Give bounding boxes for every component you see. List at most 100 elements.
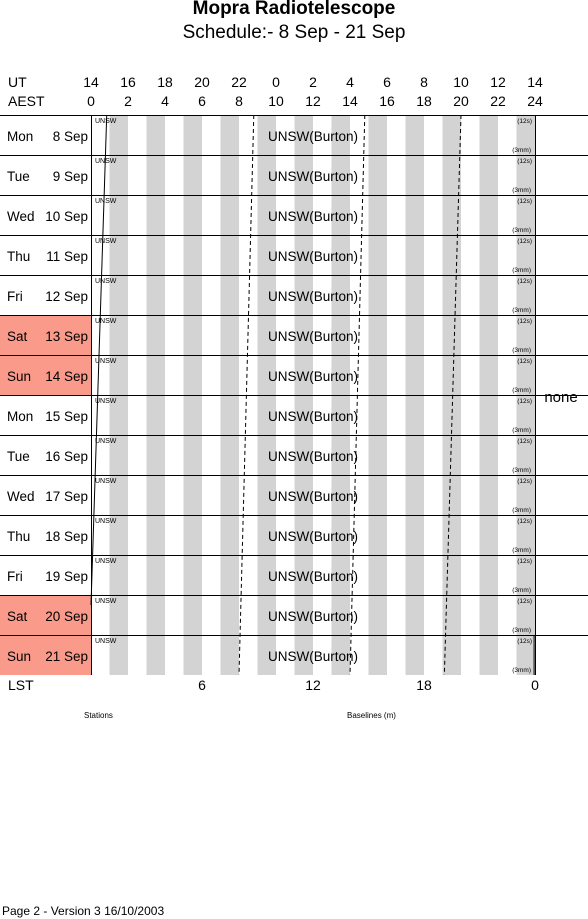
config-top-note: (12s)	[517, 358, 532, 365]
project-label: UNSW(Burton)	[268, 249, 358, 264]
lst-tick: 6	[198, 677, 206, 693]
station-label: UNSW	[95, 638, 117, 645]
station-label: UNSW	[95, 478, 117, 485]
day-date: 17 Sep	[45, 489, 88, 504]
day-of-week: Sun	[7, 369, 31, 384]
station-label: UNSW	[95, 358, 117, 365]
day-of-week: Fri	[7, 569, 23, 584]
aest-tick: 16	[379, 93, 395, 109]
ut-tick: 18	[157, 74, 173, 90]
config-top-note: (12s)	[517, 558, 532, 565]
config-top-note: (12s)	[517, 238, 532, 245]
config-bottom-note: (3mm)	[512, 467, 531, 474]
station-label: UNSW	[95, 198, 117, 205]
weekend-cell	[0, 315, 91, 355]
day-date: 8 Sep	[53, 129, 88, 144]
day-of-week: Tue	[7, 169, 30, 184]
aest-tick: 2	[124, 93, 132, 109]
ut-tick: 16	[120, 74, 136, 90]
station-label: UNSW	[95, 278, 117, 285]
config-bottom-note: (3mm)	[512, 427, 531, 434]
station-label: UNSW	[95, 318, 117, 325]
project-label: UNSW(Burton)	[268, 449, 358, 464]
config-top-note: (12s)	[517, 478, 532, 485]
config-bottom-note: (3mm)	[512, 507, 531, 514]
aest-tick: 18	[416, 93, 432, 109]
day-of-week: Fri	[7, 289, 23, 304]
schedule-subtitle: Schedule:- 8 Sep - 21 Sep	[182, 22, 406, 43]
lst-tick: 12	[305, 677, 321, 693]
station-label: UNSW	[95, 558, 117, 565]
aest-tick: 22	[490, 93, 506, 109]
ut-tick: 20	[194, 74, 210, 90]
config-top-note: (12s)	[517, 638, 532, 645]
day-of-week: Mon	[7, 129, 33, 144]
station-label: UNSW	[95, 158, 117, 165]
stations-caption: Stations	[84, 711, 113, 720]
lst-label: LST	[8, 677, 34, 693]
ut-tick: 4	[346, 74, 354, 90]
day-date: 12 Sep	[45, 289, 88, 304]
day-date: 16 Sep	[45, 449, 88, 464]
ut-tick: 10	[453, 74, 469, 90]
weekend-cell	[0, 355, 91, 395]
ut-tick: 8	[420, 74, 428, 90]
baseline-none-label: none	[544, 389, 577, 406]
ut-tick: 12	[490, 74, 506, 90]
aest-tick: 0	[87, 93, 95, 109]
project-label: UNSW(Burton)	[268, 609, 358, 624]
config-bottom-note: (3mm)	[512, 267, 531, 274]
day-of-week: Mon	[7, 409, 33, 424]
lst-trace-line	[349, 115, 366, 675]
ut-tick: 0	[272, 74, 280, 90]
project-label: UNSW(Burton)	[268, 289, 358, 304]
config-bottom-note: (3mm)	[512, 387, 531, 394]
lst-trace-line	[443, 115, 462, 675]
project-label: UNSW(Burton)	[268, 409, 358, 424]
day-of-week: Sat	[7, 329, 28, 344]
station-label: UNSW	[95, 518, 117, 525]
config-top-note: (12s)	[517, 438, 532, 445]
ut-tick: 14	[527, 74, 543, 90]
day-date: 18 Sep	[45, 529, 88, 544]
config-bottom-note: (3mm)	[512, 667, 531, 674]
day-of-week: Tue	[7, 449, 30, 464]
project-label: UNSW(Burton)	[268, 369, 358, 384]
day-date: 19 Sep	[45, 569, 88, 584]
day-date: 15 Sep	[45, 409, 88, 424]
page-title: Mopra Radiotelescope	[192, 0, 396, 19]
config-top-note: (12s)	[517, 598, 532, 605]
project-label: UNSW(Burton)	[268, 649, 358, 664]
config-bottom-note: (3mm)	[512, 627, 531, 634]
day-of-week: Sun	[7, 649, 31, 664]
project-label: UNSW(Burton)	[268, 329, 358, 344]
station-label: UNSW	[95, 598, 117, 605]
aest-tick: 24	[527, 93, 543, 109]
station-label: UNSW	[95, 118, 117, 125]
weekend-cell	[0, 595, 91, 635]
config-top-note: (12s)	[517, 398, 532, 405]
day-date: 21 Sep	[45, 649, 88, 664]
weekend-cell	[0, 635, 91, 675]
day-date: 20 Sep	[45, 609, 88, 624]
config-top-note: (12s)	[517, 518, 532, 525]
lst-zero-trace	[90, 115, 108, 606]
aest-tick: 20	[453, 93, 469, 109]
ut-tick: 6	[383, 74, 391, 90]
aest-tick: 4	[161, 93, 169, 109]
lst-tick: 18	[416, 677, 432, 693]
project-label: UNSW(Burton)	[268, 489, 358, 504]
lst-tick: 0	[531, 677, 539, 693]
day-of-week: Thu	[7, 249, 30, 264]
ut-tick: 2	[309, 74, 317, 90]
day-date: 13 Sep	[45, 329, 88, 344]
config-bottom-note: (3mm)	[512, 547, 531, 554]
aest-tick: 10	[268, 93, 284, 109]
day-date: 11 Sep	[46, 249, 88, 264]
day-date: 9 Sep	[53, 169, 88, 184]
aest-tick: 14	[342, 93, 358, 109]
station-label: UNSW	[95, 238, 117, 245]
day-of-week: Wed	[7, 489, 35, 504]
aest-tick: 8	[235, 93, 243, 109]
day-date: 10 Sep	[45, 209, 88, 224]
